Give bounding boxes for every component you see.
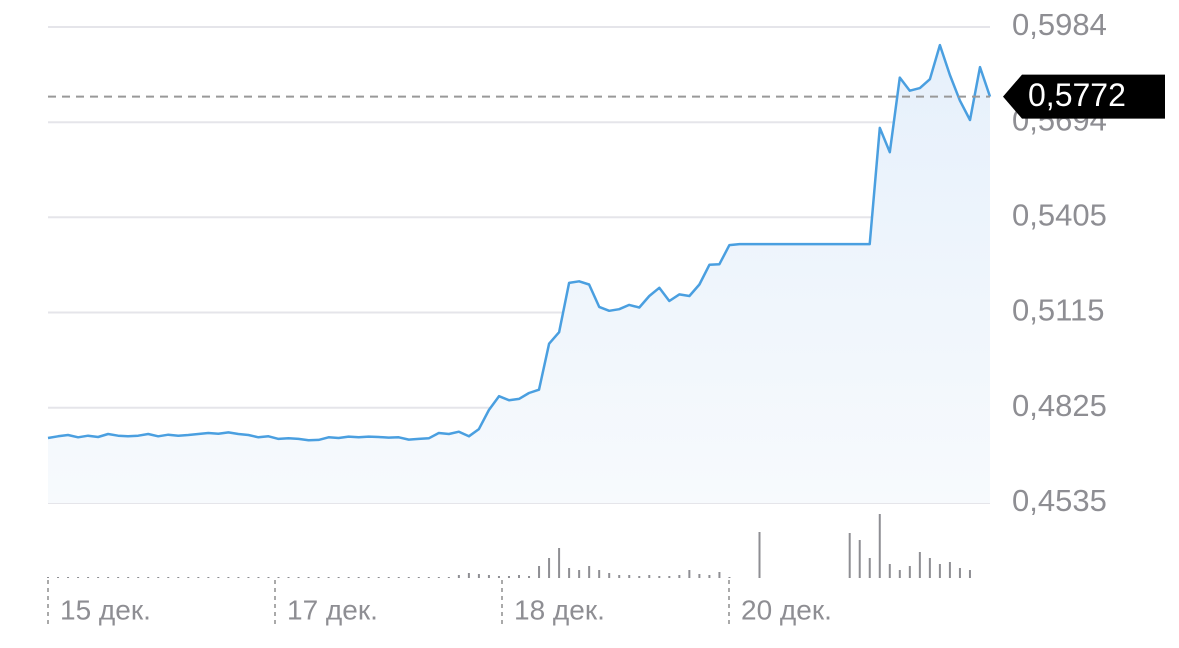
volume-bar [207, 577, 210, 578]
volume-bar [67, 577, 70, 578]
volume-bar [538, 566, 541, 578]
volume-bar [97, 577, 100, 578]
volume-bar [287, 577, 290, 578]
volume-bar [107, 577, 110, 578]
volume-bar [688, 570, 691, 578]
volume-bar [357, 577, 360, 578]
volume-bar [578, 570, 581, 578]
volume-bar [167, 577, 170, 578]
volume-bar [678, 575, 681, 578]
volume-bar [638, 576, 641, 578]
volume-bar [858, 540, 861, 578]
volume-bar [417, 577, 420, 578]
volume-bar [377, 577, 380, 578]
last-price-label: 0,5772 [1028, 77, 1126, 113]
x-tick-label: 17 дек. [287, 594, 378, 625]
volume-bar [868, 558, 871, 578]
volume-bar [367, 577, 370, 578]
volume-bar [708, 575, 711, 578]
volume-bar [938, 564, 941, 578]
x-tick-label: 15 дек. [60, 594, 151, 625]
volume-bar [598, 570, 601, 578]
volume-bar [127, 577, 130, 578]
volume-bar [57, 577, 60, 578]
volume-bar [648, 575, 651, 578]
volume-bar [758, 532, 761, 578]
volume-bar [87, 577, 90, 578]
volume-bar [968, 570, 971, 578]
volume-bar [177, 577, 180, 578]
volume-bar [658, 576, 661, 578]
volume-bar [948, 562, 951, 578]
volume-bar [477, 574, 480, 578]
y-tick-label: 0,4825 [1012, 388, 1107, 423]
volume-bar [197, 577, 200, 578]
volume-bar [918, 552, 921, 578]
volume-bar [528, 576, 531, 578]
volume-bar [217, 577, 220, 578]
volume-bar [718, 572, 721, 578]
volume-bar [407, 577, 410, 578]
volume-bar [387, 577, 390, 578]
volume-bar [257, 577, 260, 578]
volume-bar [147, 577, 150, 578]
volume-bar [397, 577, 400, 578]
volume-bar [568, 568, 571, 578]
volume-bar [427, 577, 430, 578]
volume-bar [187, 577, 190, 578]
volume-bar [888, 564, 891, 578]
y-tick-label: 0,5984 [1012, 7, 1107, 42]
volume-bar [507, 576, 510, 578]
volume-bar [157, 577, 160, 578]
volume-bar [618, 575, 621, 578]
volume-bar [958, 568, 961, 578]
volume-bar [307, 577, 310, 578]
volume-bar [928, 558, 931, 578]
volume-bar [698, 574, 701, 578]
volume-bar [327, 577, 330, 578]
volume-bar [728, 577, 731, 578]
volume-bar [908, 566, 911, 578]
volume-bar [247, 577, 250, 578]
x-tick-label: 18 дек. [514, 594, 605, 625]
volume-bar [457, 575, 460, 578]
volume-bar [487, 575, 490, 578]
volume-bar [437, 577, 440, 578]
volume-bar [337, 577, 340, 578]
volume-bar [347, 577, 350, 578]
volume-bar [628, 575, 631, 578]
volume-bar [898, 570, 901, 578]
volume-bar [848, 533, 851, 578]
y-tick-label: 0,5405 [1012, 197, 1107, 232]
x-tick-label: 20 дек. [741, 594, 832, 625]
volume-bar [267, 577, 270, 578]
volume-bar [558, 548, 561, 578]
volume-bar [77, 577, 80, 578]
volume-bar [878, 514, 881, 578]
volume-bar [608, 573, 611, 578]
y-tick-label: 0,5115 [1012, 293, 1105, 328]
volume-bar [518, 575, 520, 578]
volume-bar [467, 573, 470, 578]
volume-bar [227, 577, 230, 578]
volume-bar [588, 566, 591, 578]
area [48, 45, 990, 503]
volume-bar [317, 577, 320, 578]
volume-bar [47, 577, 49, 578]
volume-bar [297, 577, 300, 578]
y-tick-label: 0,4535 [1012, 483, 1107, 518]
volume-bar [548, 558, 551, 578]
volume-bar [668, 576, 671, 578]
volume-bar [497, 576, 500, 578]
price-line [47, 43, 992, 442]
volume-bar [277, 577, 280, 578]
volume-bar [447, 577, 450, 578]
volume-bar [117, 577, 120, 578]
last-price-tag [1003, 74, 1165, 119]
volume-bar [137, 577, 140, 578]
volume-bar [237, 577, 240, 578]
